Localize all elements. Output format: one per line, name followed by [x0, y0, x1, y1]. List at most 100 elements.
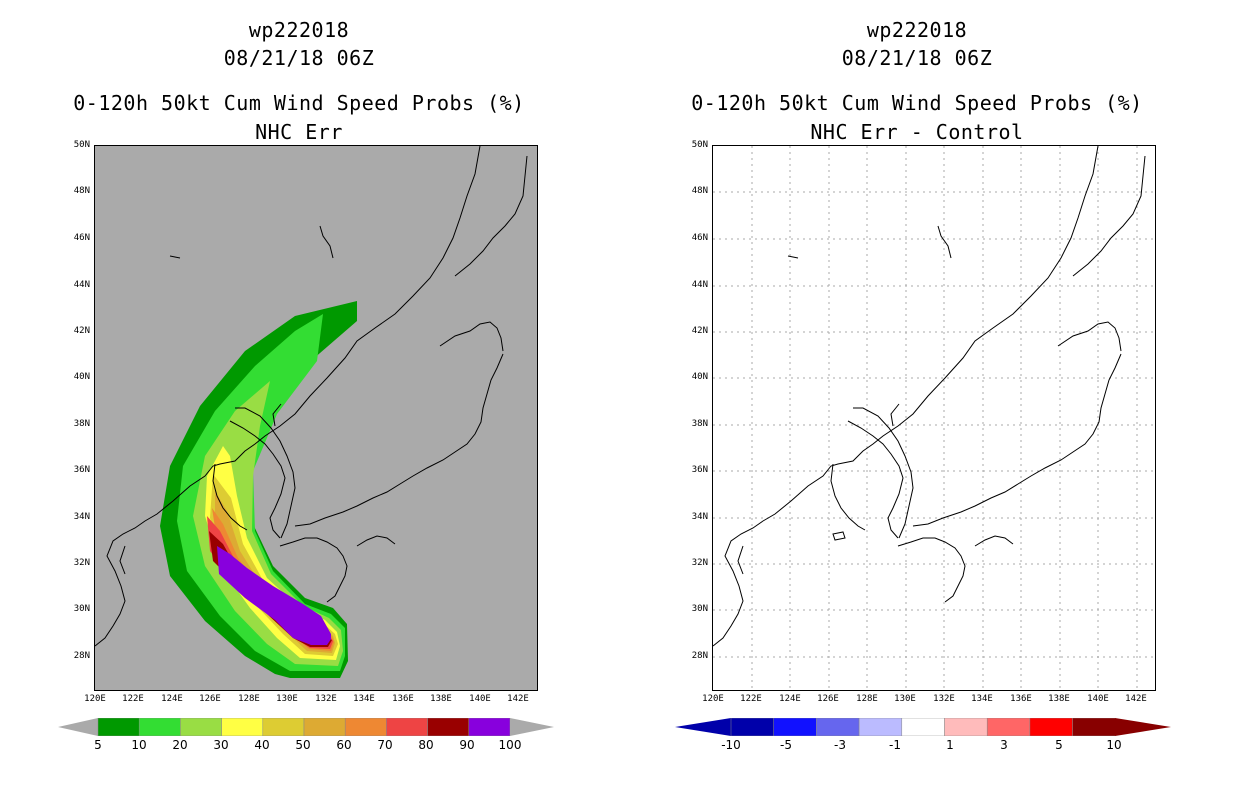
lon-label: 128E [238, 694, 260, 704]
colorbar-cell [730, 718, 774, 736]
colorbar-label: 3 [1000, 738, 1008, 752]
lat-label: 50N [73, 140, 90, 150]
colorbar-cell [986, 718, 1031, 736]
difference-colorbar [675, 718, 1171, 736]
lat-label: 48N [73, 186, 90, 196]
lat-label: 36N [73, 465, 90, 475]
lon-label: 142E [507, 694, 529, 704]
colorbar-cell [468, 718, 511, 736]
colorbar-label: 100 [498, 738, 522, 752]
subtitle: NHC Err - Control [810, 120, 1024, 144]
lat-label: 34N [691, 512, 708, 522]
lat-label: 40N [73, 372, 90, 382]
product-title: 0-120h 50kt Cum Wind Speed Probs (%) [691, 91, 1143, 115]
lat-label: 46N [691, 233, 708, 243]
lat-label: 44N [691, 280, 708, 290]
colorbar-cell [303, 718, 346, 736]
datetime-title: 08/21/18 06Z [841, 46, 993, 70]
colorbar-label: 40 [254, 738, 270, 752]
lat-label: 42N [691, 326, 708, 336]
storm-id-title: wp222018 [248, 18, 350, 42]
lon-label: 126E [817, 694, 839, 704]
difference-map [712, 145, 1156, 691]
lon-label: 124E [161, 694, 183, 704]
lat-label: 50N [691, 140, 708, 150]
colorbar-label: 50 [295, 738, 311, 752]
colorbar-under-arrow [675, 718, 731, 736]
colorbar-cell [386, 718, 428, 736]
lon-label: 138E [1048, 694, 1070, 704]
lat-label: 30N [691, 604, 708, 614]
lon-label: 122E [122, 694, 144, 704]
lon-label: 128E [856, 694, 878, 704]
colorbar-label: 1 [946, 738, 954, 752]
lon-label: 130E [894, 694, 916, 704]
colorbar-label: -1 [889, 738, 901, 752]
lon-label: 120E [702, 694, 724, 704]
lat-label: 36N [691, 465, 708, 475]
coastlines [95, 146, 528, 647]
colorbar-label: 10 [131, 738, 147, 752]
lon-label: 140E [1087, 694, 1109, 704]
colorbar-label: 10 [1106, 738, 1122, 752]
lon-label: 140E [469, 694, 491, 704]
lat-label: 44N [73, 280, 90, 290]
lat-label: 48N [691, 186, 708, 196]
lon-label: 134E [971, 694, 993, 704]
lon-label: 126E [199, 694, 221, 704]
colorbar-cell [180, 718, 222, 736]
lat-label: 30N [73, 604, 90, 614]
colorbar-label: -3 [834, 738, 846, 752]
colorbar-label: 5 [94, 738, 102, 752]
lat-label: 28N [73, 651, 90, 661]
lat-label: 32N [73, 558, 90, 568]
product-title: 0-120h 50kt Cum Wind Speed Probs (%) [73, 91, 525, 115]
colorbar-cell [901, 718, 945, 736]
left-panel: wp222018 08/21/18 06Z 0-120h 50kt Cum Wi… [58, 18, 554, 752]
colorbar-cell [1072, 718, 1116, 736]
lat-label: 42N [73, 326, 90, 336]
colorbar-over-arrow [510, 718, 554, 736]
coastlines [713, 146, 1146, 647]
colorbar-cell [944, 718, 988, 736]
probability-colorbar [58, 718, 554, 736]
colorbar-cell [262, 718, 305, 736]
colorbar-over-arrow [1115, 718, 1171, 736]
colorbar-label: 90 [459, 738, 475, 752]
colorbar-label: 80 [418, 738, 434, 752]
colorbar-cell [97, 718, 140, 736]
colorbar-under-arrow [58, 718, 98, 736]
lon-label: 130E [276, 694, 298, 704]
lat-label: 38N [691, 419, 708, 429]
lon-label: 132E [315, 694, 337, 704]
lat-label: 28N [691, 651, 708, 661]
lon-label: 136E [392, 694, 414, 704]
right-panel: wp222018 08/21/18 06Z 0-120h 50kt Cum Wi… [618, 0, 1236, 800]
colorbar-cell [427, 718, 470, 736]
prob-band-90 [217, 546, 331, 645]
lon-label: 124E [779, 694, 801, 704]
lon-label: 134E [353, 694, 375, 704]
prob-band-20 [193, 381, 343, 666]
colorbar-label: -5 [780, 738, 792, 752]
gridlines [713, 146, 1155, 690]
colorbar-label: -10 [721, 738, 741, 752]
colorbar-label: 30 [213, 738, 229, 752]
colorbar-cell [344, 718, 387, 736]
subtitle: NHC Err [255, 120, 343, 144]
lat-label: 34N [73, 512, 90, 522]
lon-label: 136E [1010, 694, 1032, 704]
colorbar-label: 70 [377, 738, 393, 752]
lon-label: 138E [430, 694, 452, 704]
lon-label: 120E [84, 694, 106, 704]
storm-id-title: wp222018 [866, 18, 968, 42]
colorbar-cell [138, 718, 181, 736]
lon-label: 142E [1125, 694, 1147, 704]
colorbar-cell [816, 718, 860, 736]
lat-label: 38N [73, 419, 90, 429]
colorbar-cell [773, 718, 817, 736]
colorbar-label: 5 [1055, 738, 1063, 752]
datetime-title: 08/21/18 06Z [223, 46, 375, 70]
lon-label: 122E [740, 694, 762, 704]
probability-map [94, 145, 538, 691]
